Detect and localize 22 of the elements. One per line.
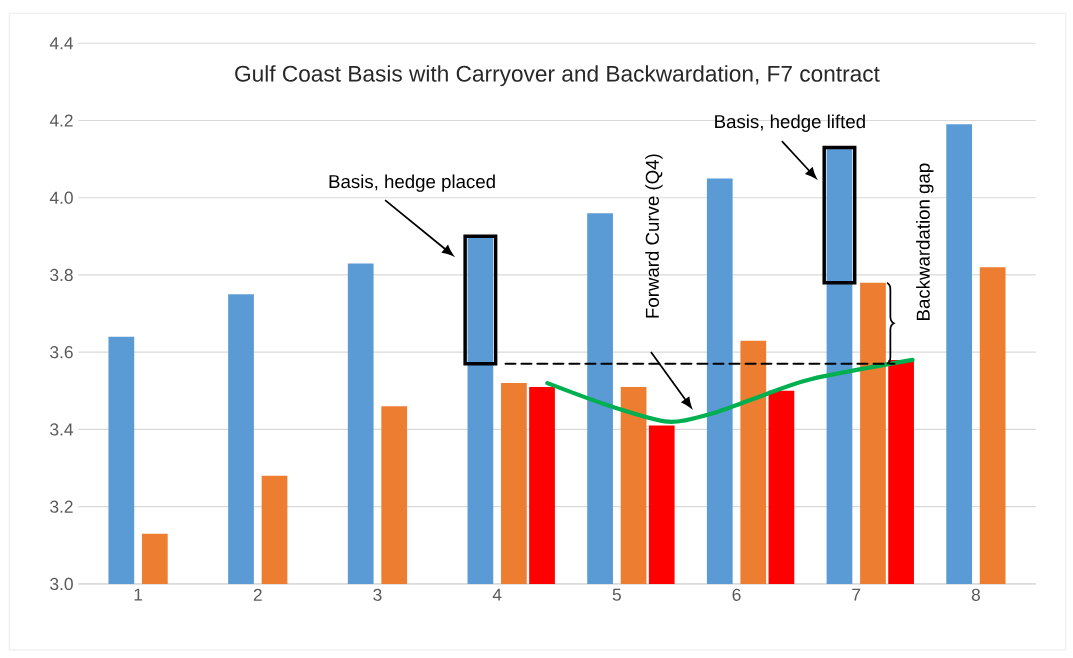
x-tick-label: 3	[373, 588, 382, 601]
y-tick-label: 3.4	[50, 423, 74, 436]
annotation: Backwardation gap	[916, 163, 934, 320]
annotation: Basis, hedge lifted	[715, 114, 865, 132]
annotation: Forward Curve (Q4)	[645, 154, 663, 318]
y-tick-label: 3.8	[50, 268, 73, 282]
line-series	[545, 357, 915, 424]
x-tick-label: 8	[971, 588, 980, 601]
annotation: Basis, hedge placed	[329, 174, 495, 192]
x-tick-label: 1	[134, 588, 143, 601]
x-tick-label: 5	[612, 588, 621, 601]
x-tick-label: 4	[492, 588, 502, 601]
y-tick-label: 4.4	[49, 37, 74, 50]
y-tick-label: 3.0	[50, 577, 73, 590]
x-tick-label: 2	[253, 588, 262, 601]
y-tick-label: 4.2	[49, 114, 73, 127]
x-tick-label: 7	[852, 588, 861, 601]
y-tick-label: 3.2	[50, 500, 73, 513]
y-tick-label: 4.0	[49, 191, 73, 204]
text: Gulf Coast Basis with Carryover and Backwardation, F7 contract	[235, 65, 880, 87]
y-tick-label: 3.6	[50, 345, 73, 359]
x-tick-label: 6	[732, 588, 741, 601]
